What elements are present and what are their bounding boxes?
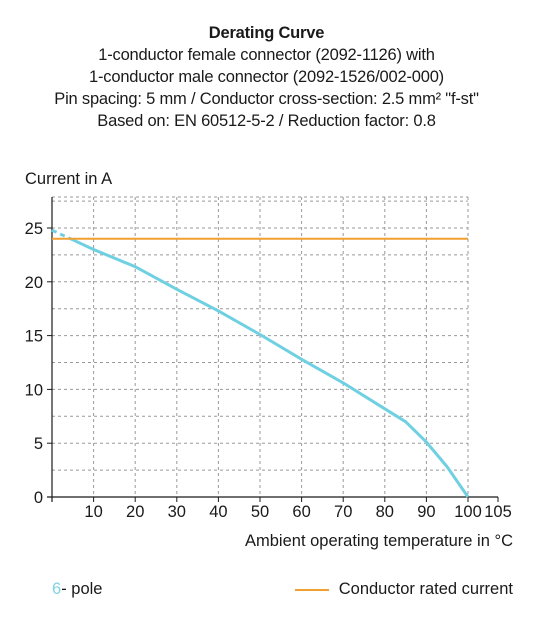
chart-subtitle-1: 1-conductor female connector (2092-1126)…	[98, 46, 435, 64]
series-line-6-pole	[72, 238, 470, 498]
x-tick-label: 100	[454, 503, 482, 521]
y-tick-label: 10	[25, 381, 43, 399]
legend-item-rated-current: Conductor rated current	[294, 580, 513, 599]
legend-pole-number: 6	[52, 580, 62, 598]
x-tick-label: 105	[484, 503, 512, 521]
x-tick-label: 60	[292, 503, 310, 521]
chart-subtitle-2: 1-conductor male connector (2092-1526/00…	[89, 68, 444, 86]
x-tick-label: 40	[209, 503, 227, 521]
x-tick-label: 10	[84, 503, 102, 521]
y-axis-label: Current in A	[25, 170, 113, 188]
x-tick-label: 50	[251, 503, 269, 521]
y-tick-label: 15	[25, 328, 43, 346]
x-axis-label: Ambient operating temperature in °C	[245, 532, 513, 550]
y-tick-label: 0	[34, 489, 43, 507]
x-tick-label: 30	[168, 503, 186, 521]
chart-titles: Derating Curve 1-conductor female connec…	[0, 22, 533, 132]
x-tick-label: 70	[334, 503, 352, 521]
y-tick-label: 25	[25, 220, 43, 238]
x-tick-label: 20	[126, 503, 144, 521]
chart-title: Derating Curve	[208, 24, 325, 42]
chart-subtitle-3: Pin spacing: 5 mm / Conductor cross-sect…	[54, 90, 479, 108]
legend-pole-text: - pole	[61, 580, 103, 598]
legend-rated-swatch	[294, 588, 329, 591]
legend-rated-label: Conductor rated current	[338, 580, 513, 598]
y-tick-label: 5	[34, 435, 43, 453]
x-tick-label: 80	[376, 503, 394, 521]
legend-item-pole: 6 - pole	[52, 580, 102, 599]
y-tick-label: 20	[25, 274, 43, 292]
x-tick-label: 90	[417, 503, 435, 521]
chart-subtitle-4: Based on: EN 60512-5-2 / Reduction facto…	[97, 112, 436, 130]
